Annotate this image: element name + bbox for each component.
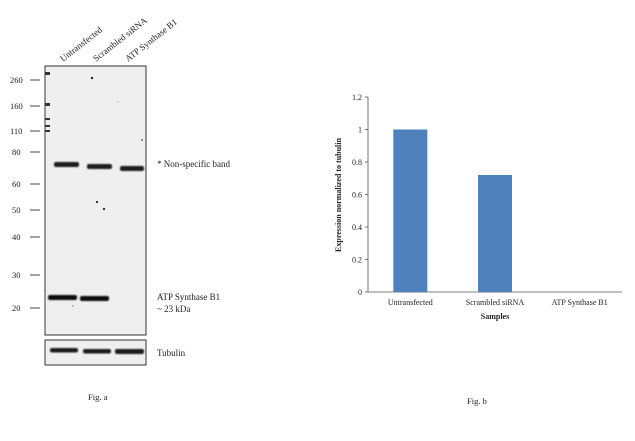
chart-y-tick-label: 1.2 (352, 93, 362, 102)
chart-y-tick-label: 0.2 (352, 256, 362, 265)
marker-ladder: 260 160 110 80 60 50 40 30 20 (10, 75, 40, 313)
marker-60: 60 (12, 179, 21, 189)
blot-specks (72, 76, 143, 307)
band-target-lane1 (48, 295, 77, 300)
chart-y-tick-label: 0.8 (352, 158, 362, 167)
chart-x-tick-label: Untransfected (388, 298, 433, 307)
nonspecific-bands (54, 162, 144, 171)
band-tubulin-lane3 (115, 349, 144, 354)
band-nonspecific-lane3 (120, 166, 144, 171)
band-tubulin-lane2 (83, 349, 111, 354)
band-target-lane2 (80, 296, 109, 301)
chart-x-tick-label: Scrambled siRNA (466, 298, 525, 307)
marker-40: 40 (12, 232, 21, 242)
target-bands (48, 295, 109, 301)
marker-ticks (45, 72, 50, 132)
lane-label-scrambled-sirna: Scrambled siRNA (91, 15, 149, 64)
marker-30: 30 (12, 270, 21, 280)
caption-fig-a: Fig. a (88, 392, 108, 402)
chart-y-axis-label: Expression normalized to tubulin (334, 138, 343, 252)
marker-50: 50 (12, 205, 21, 215)
chart-y-tick-label: 1 (358, 126, 362, 135)
blot-haze (46, 67, 145, 334)
chart-y-tick-label: 0.4 (352, 223, 362, 232)
marker-20: 20 (12, 303, 21, 313)
chart-bar-1 (478, 175, 512, 292)
chart-y-tick-label: 0 (358, 288, 362, 297)
tubulin-bands (50, 348, 144, 354)
chart-x-tick-label: ATP Synthase B1 (552, 298, 608, 307)
annotation-target-size: ~ 23 kDa (157, 304, 190, 314)
chart-y-ticks: 0 0.2 0.4 0.6 0.8 1 1.2 (352, 93, 368, 297)
band-tubulin-lane1 (50, 348, 78, 353)
annotation-nonspecific-band: * Non-specific band (157, 159, 230, 169)
bar-chart-panel: 0 0.2 0.4 0.6 0.8 1 1.2 Untransfected Scrambled… (334, 93, 622, 406)
band-nonspecific-lane2 (87, 164, 112, 169)
chart-x-axis-label: Samples (481, 312, 509, 321)
marker-110: 110 (10, 126, 22, 136)
chart-y-tick-label: 0.6 (352, 191, 362, 200)
annotation-target-name: ATP Synthase B1 (157, 292, 220, 302)
chart-bars (393, 129, 512, 292)
marker-160: 160 (10, 101, 23, 111)
chart-bar-0 (393, 129, 428, 292)
band-nonspecific-lane1 (54, 162, 79, 167)
chart-x-ticks: Untransfected Scrambled siRNA ATP Synthase… (388, 298, 608, 307)
caption-fig-b: Fig. b (467, 396, 487, 406)
western-blot-panel: Untransfected Scrambled siRNA ATP Syntha… (10, 15, 230, 402)
blot-membrane (44, 65, 147, 336)
annotation-tubulin: Tubulin (157, 348, 186, 358)
marker-80: 80 (12, 147, 21, 157)
marker-260: 260 (10, 75, 23, 85)
